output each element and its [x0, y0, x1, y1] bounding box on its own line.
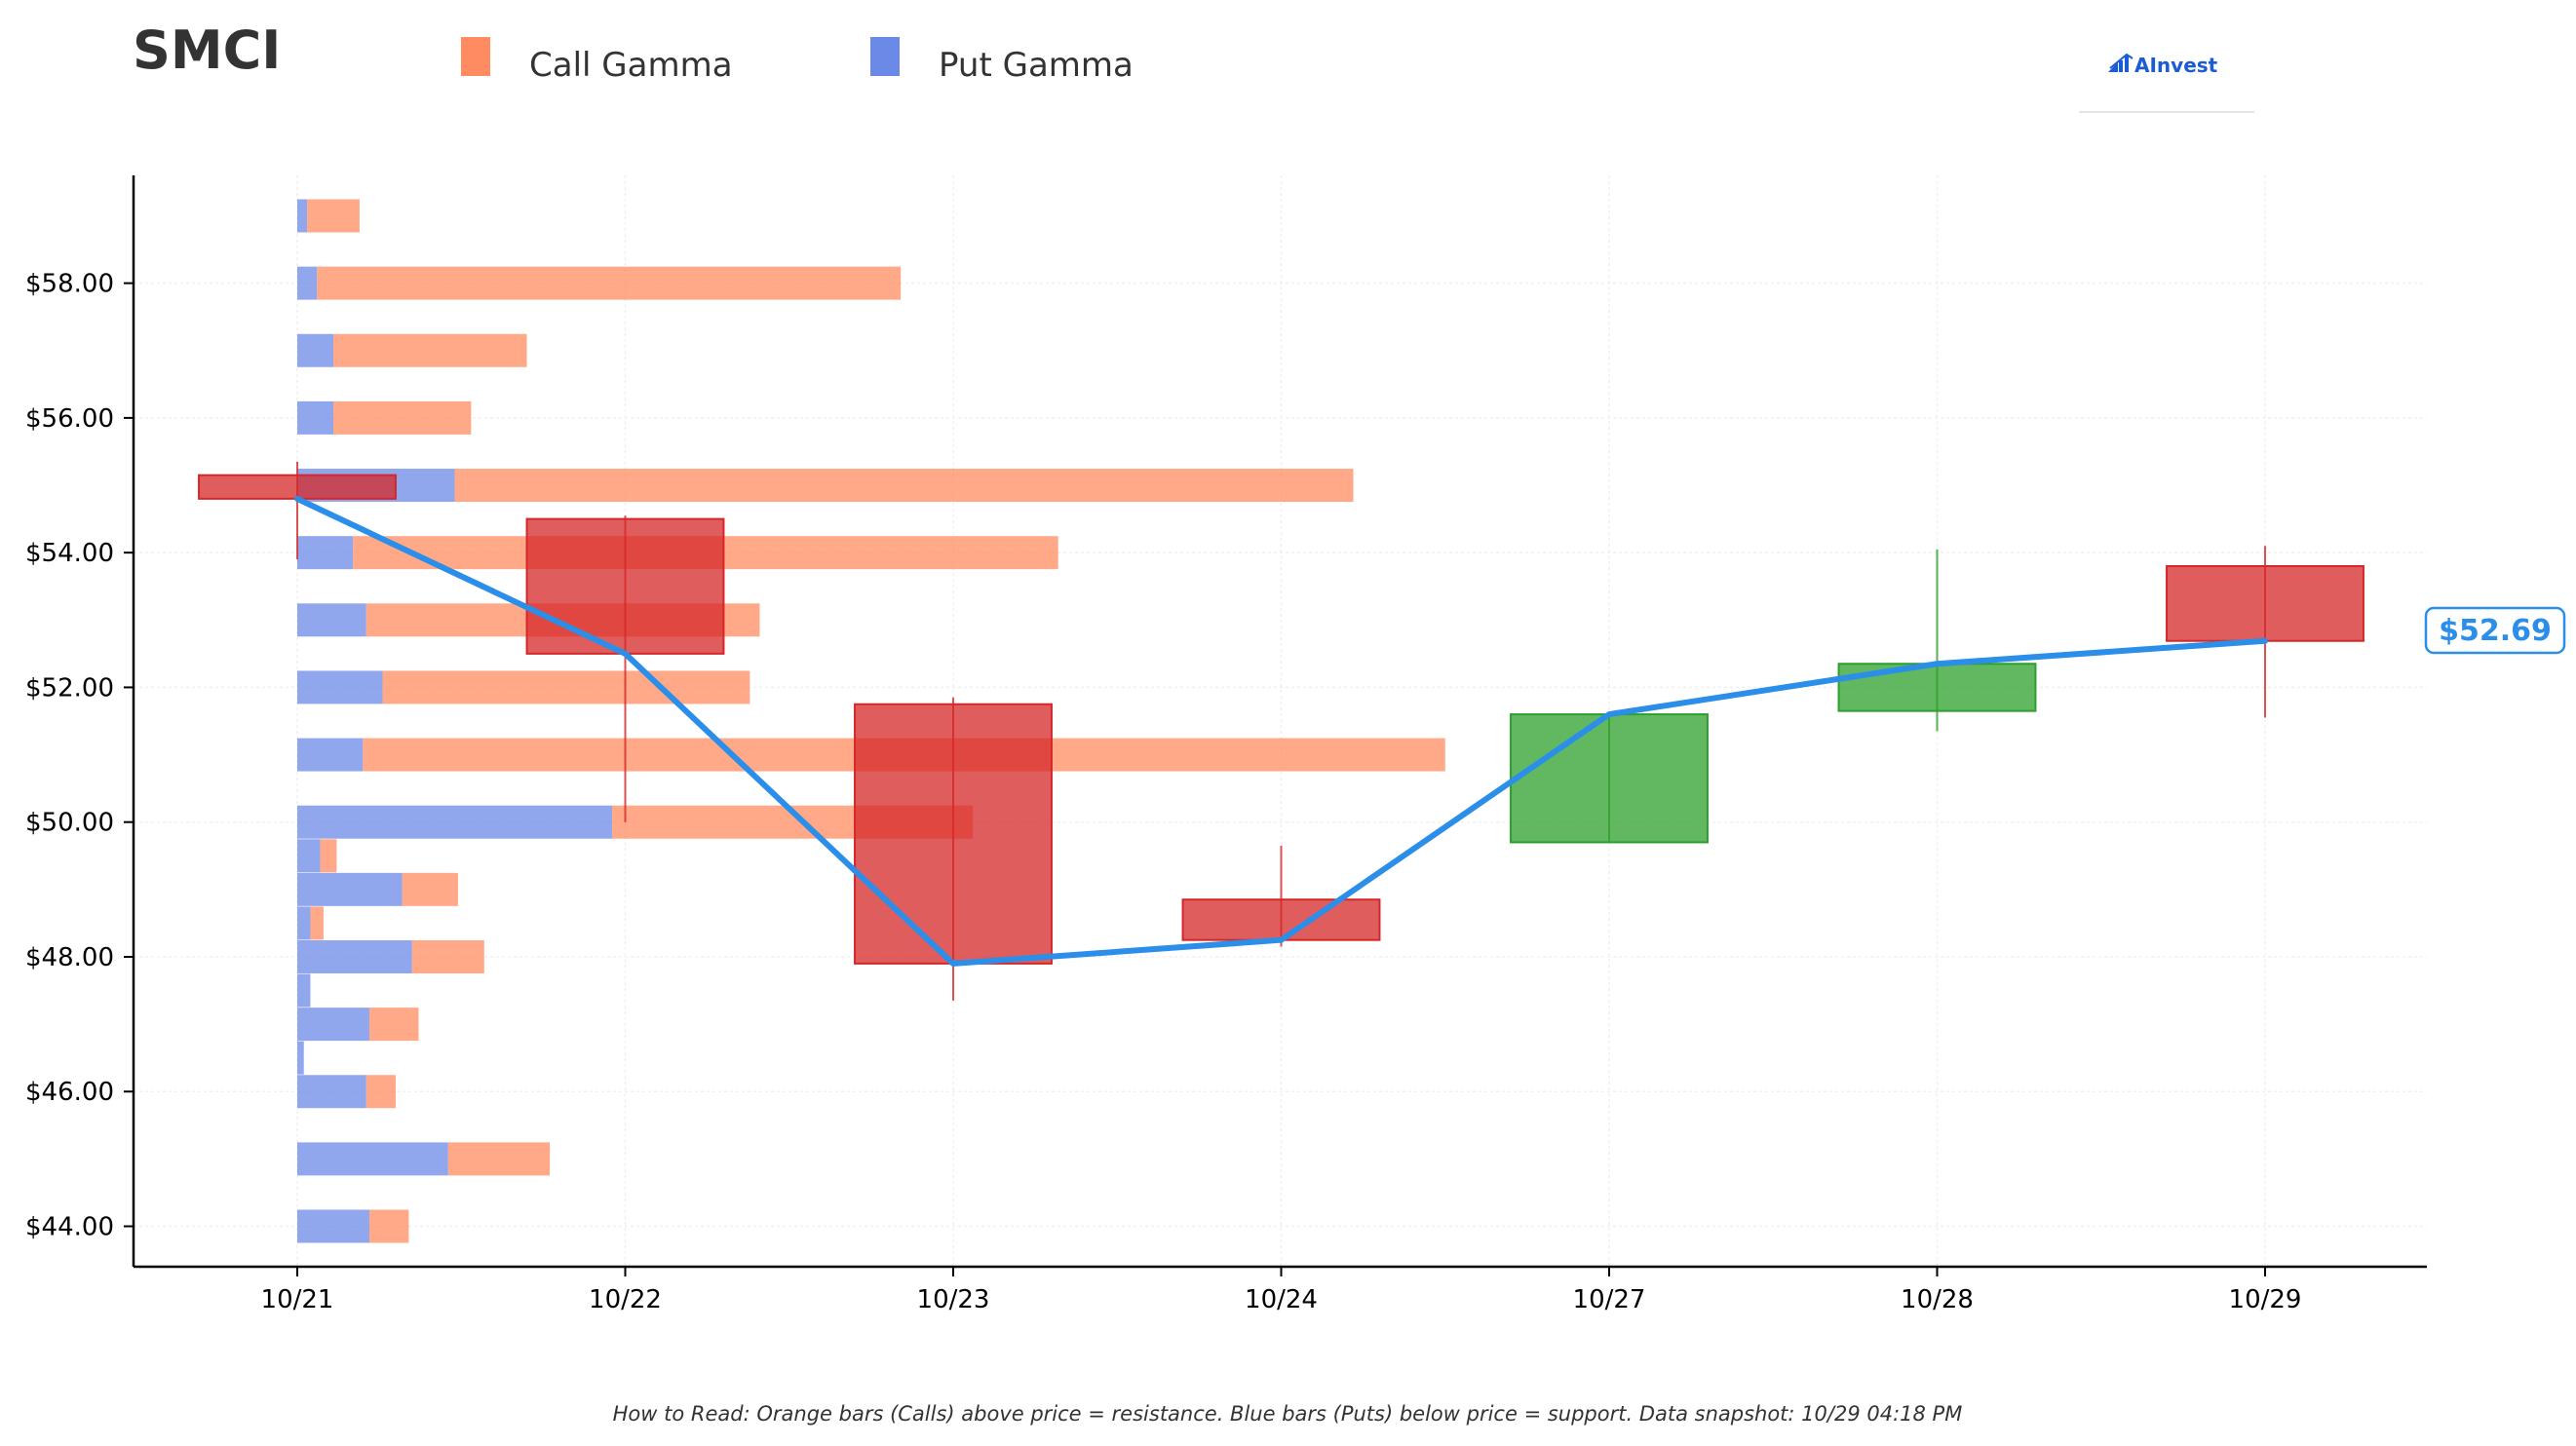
- x-ticks: 10/21 10/22 10/23 10/24 10/27 10/28 10/29: [261, 1267, 2302, 1314]
- call-gamma-bar-12: [310, 906, 324, 940]
- candle-body-6: [2166, 564, 2365, 642]
- put-gamma-bar-8: [297, 738, 364, 772]
- call-gamma-bar-1: [317, 266, 902, 300]
- y-tick-label-4: $52.00: [25, 673, 114, 703]
- put-gamma-bar-14: [297, 973, 311, 1008]
- put-gamma-bar-10: [297, 839, 321, 873]
- y-tick-label-0: $44.00: [25, 1213, 114, 1242]
- put-gamma-bar-11: [297, 872, 403, 906]
- put-gamma-bar-1: [297, 266, 318, 300]
- y-tick-label-5: $54.00: [25, 539, 114, 568]
- ticker-title: SMCI: [133, 19, 281, 81]
- price-line: [294, 495, 2268, 967]
- x-tick-label-1: 10/22: [589, 1285, 662, 1314]
- call-gamma-bar-2: [333, 333, 527, 367]
- current-price-box: [2424, 606, 2566, 655]
- call-gamma-bar-10: [320, 839, 337, 873]
- candle-body-0: [198, 474, 397, 500]
- ainvest-logo-text: AInvest: [2134, 54, 2218, 77]
- current-price-label: $52.69: [2439, 614, 2552, 648]
- legend-put-label: Put Gamma: [939, 46, 1134, 85]
- candle-body-5: [1837, 663, 2037, 712]
- call-gamma-bar-7: [382, 670, 750, 704]
- put-gamma-bar-5: [297, 536, 354, 570]
- call-gamma-bar-19: [369, 1209, 409, 1243]
- put-gamma-bar-12: [297, 906, 311, 940]
- price-line-path: [294, 495, 2268, 967]
- legend: Call Gamma Put Gamma: [461, 37, 1134, 85]
- y-tick-label-6: $56.00: [25, 404, 114, 434]
- call-gamma-bar-11: [402, 872, 458, 906]
- put-gamma-bar-2: [297, 333, 334, 367]
- y-ticks: $44.00 $46.00 $48.00 $50.00 $52.00 $54.00 $56.…: [25, 270, 134, 1242]
- y-tick-label-7: $58.00: [25, 270, 114, 299]
- put-gamma-bar-17: [297, 1075, 366, 1109]
- put-gamma-bar-15: [297, 1008, 370, 1042]
- candle-body-2: [854, 703, 1053, 965]
- legend-call-label: Call Gamma: [529, 46, 733, 85]
- call-gamma-bar-17: [365, 1075, 396, 1109]
- put-gamma-bar-18: [297, 1142, 448, 1176]
- put-gamma-bar-16: [297, 1041, 304, 1075]
- put-gamma-bar-19: [297, 1209, 370, 1243]
- footer-note: How to Read: Orange bars (Calls) above p…: [613, 1402, 1963, 1426]
- x-tick-label-0: 10/21: [261, 1285, 334, 1314]
- current-price-badge: $52.69: [2424, 606, 2566, 655]
- x-tick-label-2: 10/23: [917, 1285, 990, 1314]
- call-gamma-bar-18: [447, 1142, 551, 1176]
- put-gamma-bar-0: [297, 199, 308, 233]
- call-gamma-bar-3: [333, 400, 472, 435]
- candle-body-4: [1510, 713, 1709, 844]
- candle-body-1: [525, 517, 725, 655]
- legend-call-swatch: [461, 37, 490, 76]
- y-tick-label-2: $48.00: [25, 943, 114, 972]
- y-tick-label-1: $46.00: [25, 1078, 114, 1107]
- x-tick-label-4: 10/27: [1573, 1285, 1646, 1314]
- put-gamma-bar-9: [297, 805, 613, 839]
- call-gamma-bar-15: [369, 1008, 419, 1042]
- ainvest-logo-icon: [2108, 53, 2134, 72]
- call-gamma-bar-13: [411, 939, 484, 973]
- put-gamma-bar-6: [297, 603, 366, 637]
- x-tick-label-3: 10/24: [1245, 1285, 1318, 1314]
- put-gamma-bar-3: [297, 400, 334, 435]
- ainvest-logo: AInvest: [2079, 53, 2254, 113]
- put-gamma-bar-13: [297, 939, 412, 973]
- y-tick-label-3: $50.00: [25, 809, 114, 838]
- call-gamma-bar-0: [307, 199, 360, 233]
- put-gamma-bar-7: [297, 670, 383, 704]
- x-tick-label-6: 10/29: [2229, 1285, 2302, 1314]
- legend-put-swatch: [870, 37, 900, 76]
- call-gamma-bar-4: [454, 469, 1354, 503]
- candle-body-3: [1181, 898, 1381, 941]
- x-tick-label-5: 10/28: [1901, 1285, 1974, 1314]
